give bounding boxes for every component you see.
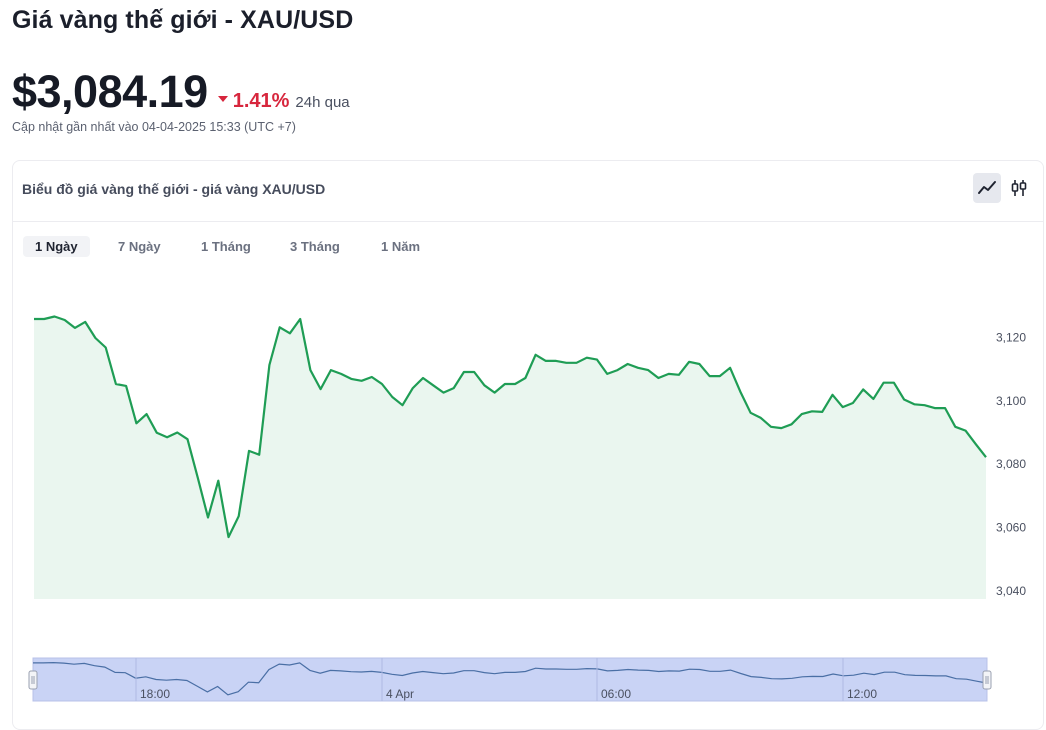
price-series-line	[34, 315, 987, 539]
range-tab-7-days[interactable]: 7 Ngày	[118, 239, 161, 254]
candlestick-icon	[1011, 180, 1027, 196]
line-chart-toggle[interactable]	[973, 173, 1001, 203]
price-row: $3,084.19 1.41% 24h qua	[12, 66, 350, 118]
change-period: 24h qua	[295, 94, 350, 111]
range-tab-3-months[interactable]: 3 Tháng	[290, 239, 340, 254]
chart-card-title: Biểu đồ giá vàng thế giới - giá vàng XAU…	[22, 181, 326, 197]
range-tab-1-month[interactable]: 1 Tháng	[201, 239, 251, 254]
line-chart-icon	[978, 181, 996, 194]
navigator-series-line	[33, 661, 988, 696]
navigator-window[interactable]	[32, 657, 988, 702]
y-tick-label: 3,060	[996, 521, 1026, 535]
y-tick-label: 3,080	[996, 457, 1026, 471]
y-tick-label: 3,040	[996, 584, 1026, 598]
candlestick-chart-toggle[interactable]	[1005, 173, 1033, 203]
price-area-fill	[34, 316, 986, 599]
x-tick-label: 12:00	[847, 687, 877, 701]
down-caret-icon	[217, 96, 228, 102]
navigator-right-handle[interactable]	[982, 670, 992, 690]
navigator-left-handle[interactable]	[28, 670, 38, 690]
price-change-percent: 1.41%	[232, 90, 290, 112]
range-tab-1-day[interactable]: 1 Ngày	[23, 236, 90, 257]
range-tab-1-year[interactable]: 1 Năm	[381, 239, 421, 254]
y-tick-label: 3,100	[996, 394, 1026, 408]
price-change: 1.41%	[217, 90, 290, 113]
current-price: $3,084.19	[12, 66, 208, 117]
page-title: Giá vàng thế giới - XAU/USD	[12, 6, 354, 34]
card-divider	[13, 221, 1043, 222]
last-updated: Cập nhật gần nhất vào 04-04-2025 15:33 (…	[12, 120, 296, 134]
x-tick-label: 06:00	[601, 687, 631, 701]
x-tick-label: 18:00	[140, 687, 170, 701]
y-tick-label: 3,120	[996, 330, 1026, 344]
x-tick-label: 4 Apr	[386, 687, 414, 701]
